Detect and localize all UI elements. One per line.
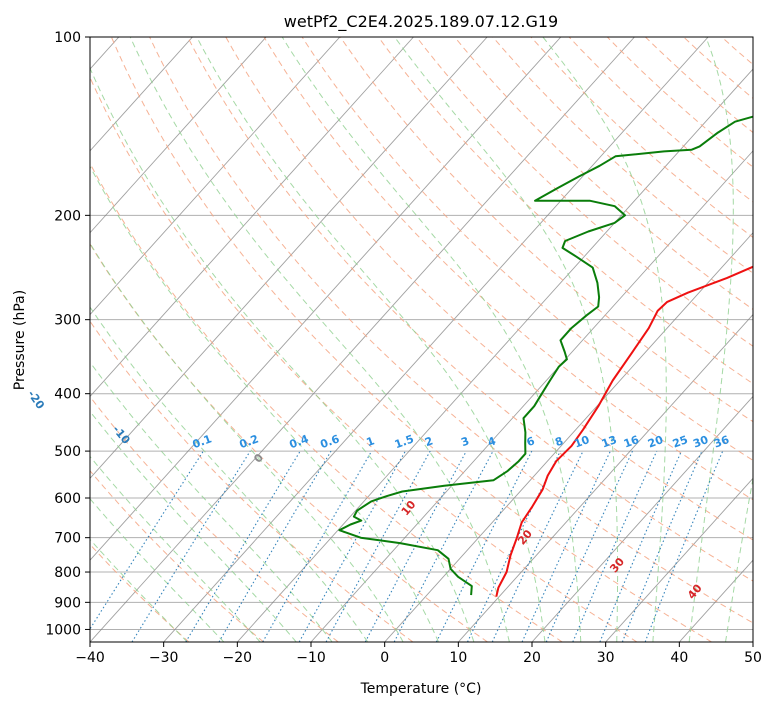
grid-layer <box>90 37 753 642</box>
isotherm-line <box>384 232 753 642</box>
x-tick-label: 20 <box>523 650 541 666</box>
y-tick-label: 500 <box>54 444 81 460</box>
mixing-ratio-label: 30 <box>691 433 710 451</box>
isotherm-line <box>90 37 193 152</box>
isotherm-line <box>90 37 488 479</box>
mixing-ratio-label: 2 <box>423 434 435 449</box>
dry-adiabat-line <box>454 37 753 310</box>
isotherm-line <box>90 37 562 561</box>
moist-adiabat-line <box>196 37 546 642</box>
mixing-ratio-line <box>644 450 724 642</box>
dry-adiabat-label: -20 <box>25 388 47 412</box>
x-tick-label: 10 <box>449 650 467 666</box>
dry-adiabat-line <box>90 395 339 642</box>
y-tick-label: 800 <box>54 565 81 581</box>
x-axis-title: Temperature (°C) <box>360 681 482 697</box>
mixing-ratio-label: 36 <box>712 433 731 451</box>
mixing-ratio-line <box>364 450 467 642</box>
dry-adiabat-line <box>416 37 753 347</box>
isotherm-line <box>90 37 341 316</box>
dry-adiabat-line <box>90 162 563 642</box>
mixing-ratio-label: 6 <box>525 434 537 449</box>
y-axis: 100 200 300 400 500 600 700 800 900 1000 <box>45 30 90 638</box>
mixing-ratio-line <box>325 450 431 642</box>
mixing-ratio-label: 13 <box>600 433 619 450</box>
temperature-profile-line <box>495 265 753 597</box>
mixing-ratio-label: 0.2 <box>238 432 261 451</box>
moist-adiabat-line <box>90 306 369 642</box>
mixing-ratio-label: 1 <box>365 434 377 449</box>
isotherm-line <box>90 37 414 398</box>
mixing-ratio-label: 20 <box>646 433 665 451</box>
moist-adiabat-line <box>542 37 667 642</box>
isotherm-line <box>457 313 753 642</box>
y-tick-label: 700 <box>54 531 81 547</box>
x-tick-label: 50 <box>744 650 762 666</box>
mixing-ratio-label: 0.6 <box>318 432 341 451</box>
dry-adiabat-line <box>149 37 753 624</box>
dry-adiabat-line <box>90 320 414 642</box>
y-axis-title: Pressure (hPa) <box>12 290 28 390</box>
moist-adiabat-line <box>90 165 439 642</box>
x-tick-label: 0 <box>380 650 389 666</box>
mixing-ratio-label: 0.1 <box>191 432 214 451</box>
x-tick-label: −40 <box>75 650 105 666</box>
isotherm-line <box>531 395 753 642</box>
dry-adiabat-line <box>90 543 190 642</box>
mixing-ratio-line <box>90 450 204 630</box>
mixing-ratio-label: 16 <box>622 433 641 451</box>
mixing-ratio-line <box>298 450 406 642</box>
y-tick-label: 300 <box>54 313 81 329</box>
y-tick-label: 600 <box>54 491 81 507</box>
y-tick-label: 900 <box>54 595 81 611</box>
mixing-ratio-line <box>131 450 251 642</box>
plot-frame <box>89 36 754 643</box>
x-tick-label: 40 <box>670 650 688 666</box>
moist-adiabat-line <box>394 37 619 642</box>
isotherm-line <box>605 477 753 642</box>
x-axis: −40 −30 −20 −10 0 10 20 30 40 50 <box>75 642 762 666</box>
mixing-ratio-line <box>621 450 703 642</box>
mixing-ratio-label: 1.5 <box>393 432 416 451</box>
moist-adiabat-line <box>281 37 582 642</box>
x-tick-label: −30 <box>149 650 179 666</box>
isotherm-line <box>90 37 267 234</box>
y-tick-label: 200 <box>54 208 81 224</box>
y-tick-label: 400 <box>54 387 81 403</box>
moist-adiabat-line <box>90 66 475 642</box>
x-tick-label: −20 <box>223 650 253 666</box>
y-tick-label: 1000 <box>45 622 81 638</box>
y-tick-label: 100 <box>54 30 81 46</box>
mixing-ratio-line <box>545 450 633 642</box>
moist-adiabat-line <box>90 410 297 642</box>
isotherm-line <box>90 37 635 642</box>
isotherm-line <box>163 37 709 642</box>
mixing-ratio-label: 4 <box>486 434 498 449</box>
x-tick-label: −10 <box>296 650 326 666</box>
moist-adiabat-line <box>90 242 404 642</box>
mixing-ratio-label: 25 <box>671 433 690 450</box>
x-tick-label: 30 <box>597 650 615 666</box>
dry-adiabat-line <box>110 37 712 642</box>
isotherm-line <box>752 641 753 642</box>
isotherm-line <box>310 150 753 642</box>
mixing-ratio-label: 8 <box>553 434 565 449</box>
moist-adiabat-line <box>129 37 510 642</box>
dry-adiabat-line <box>90 469 264 642</box>
moist-adiabat-line <box>90 361 333 642</box>
series-layer <box>338 115 753 597</box>
mixing-ratio-line <box>599 450 682 642</box>
moist-adiabat-line <box>725 475 753 642</box>
moist-adiabat-line <box>688 37 734 642</box>
dewpoint-profile-line <box>338 115 753 596</box>
mixing-ratio-line <box>572 450 658 642</box>
chart-title: wetPf2_C2E4.2025.189.07.12.G19 <box>284 12 558 32</box>
moist-adiabat-line <box>90 455 261 642</box>
mixing-ratio-line <box>435 450 533 642</box>
mixing-ratio-label: 10 <box>572 433 591 451</box>
mixing-ratio-label: 0.4 <box>288 432 311 451</box>
mixing-ratio-label: 3 <box>459 434 471 449</box>
